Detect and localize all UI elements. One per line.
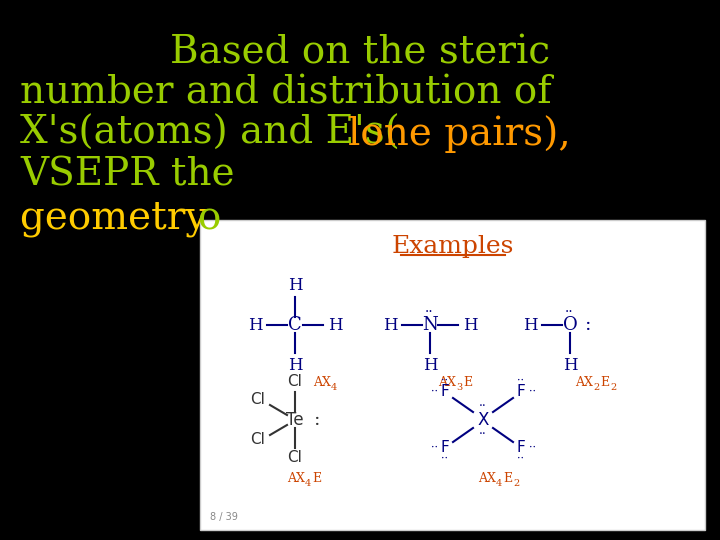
Text: ··: ·· [431,443,438,453]
Text: Te: Te [286,411,304,429]
Text: H: H [563,356,577,374]
Text: 3: 3 [456,383,462,393]
Text: X's(atoms) and E's(: X's(atoms) and E's( [20,115,400,152]
Text: ··: ·· [441,376,449,386]
Text: 2: 2 [513,478,519,488]
Text: ··: ·· [425,305,433,319]
Text: H: H [288,276,302,294]
Text: 2: 2 [610,383,616,393]
Text: N: N [422,316,438,334]
Text: E: E [503,471,512,484]
Text: ··: ·· [479,429,487,442]
Text: 2: 2 [593,383,599,393]
Text: AX: AX [478,471,496,484]
Text: F: F [441,384,449,400]
Text: ··: ·· [518,454,524,464]
Text: ··: ·· [431,387,438,397]
Text: o: o [197,200,220,237]
Text: :: : [585,316,591,334]
Text: Cl: Cl [287,375,302,389]
Text: Cl: Cl [287,450,302,465]
Text: AX: AX [575,376,593,389]
Text: ··: ·· [518,376,524,386]
Text: AX: AX [287,471,305,484]
Text: VSEPR the: VSEPR the [20,157,235,194]
Text: F: F [517,441,526,456]
Text: X: X [477,411,489,429]
Text: 4: 4 [496,478,503,488]
Text: Cl: Cl [251,433,266,448]
Text: AX: AX [438,376,456,389]
Text: Examples: Examples [391,235,513,258]
Text: C: C [288,316,302,334]
Text: 8 / 39: 8 / 39 [210,512,238,522]
Text: F: F [441,441,449,456]
Text: ··: ·· [479,401,487,414]
Text: AX: AX [313,376,331,389]
Text: number and distribution of: number and distribution of [20,75,552,112]
Text: H: H [248,316,262,334]
Text: O: O [562,316,577,334]
Text: H: H [383,316,397,334]
Text: E: E [463,376,472,389]
Text: E: E [312,471,321,484]
Text: 4: 4 [305,478,311,488]
Text: 4: 4 [331,383,337,393]
Text: H: H [288,356,302,374]
Text: ··: ·· [528,387,536,397]
Text: ··: ·· [528,443,536,453]
Text: Based on the steric: Based on the steric [170,35,550,72]
Text: ··: ·· [441,454,449,464]
Text: H: H [328,316,342,334]
FancyBboxPatch shape [200,220,705,530]
Text: H: H [423,356,437,374]
Text: H: H [463,316,477,334]
Text: :: : [314,411,320,429]
Text: ··: ·· [564,305,573,319]
Text: Cl: Cl [251,393,266,408]
Text: F: F [517,384,526,400]
Text: lone pairs),: lone pairs), [348,115,571,153]
Text: H: H [523,316,537,334]
Text: E: E [600,376,609,389]
Text: geometry: geometry [20,200,220,237]
